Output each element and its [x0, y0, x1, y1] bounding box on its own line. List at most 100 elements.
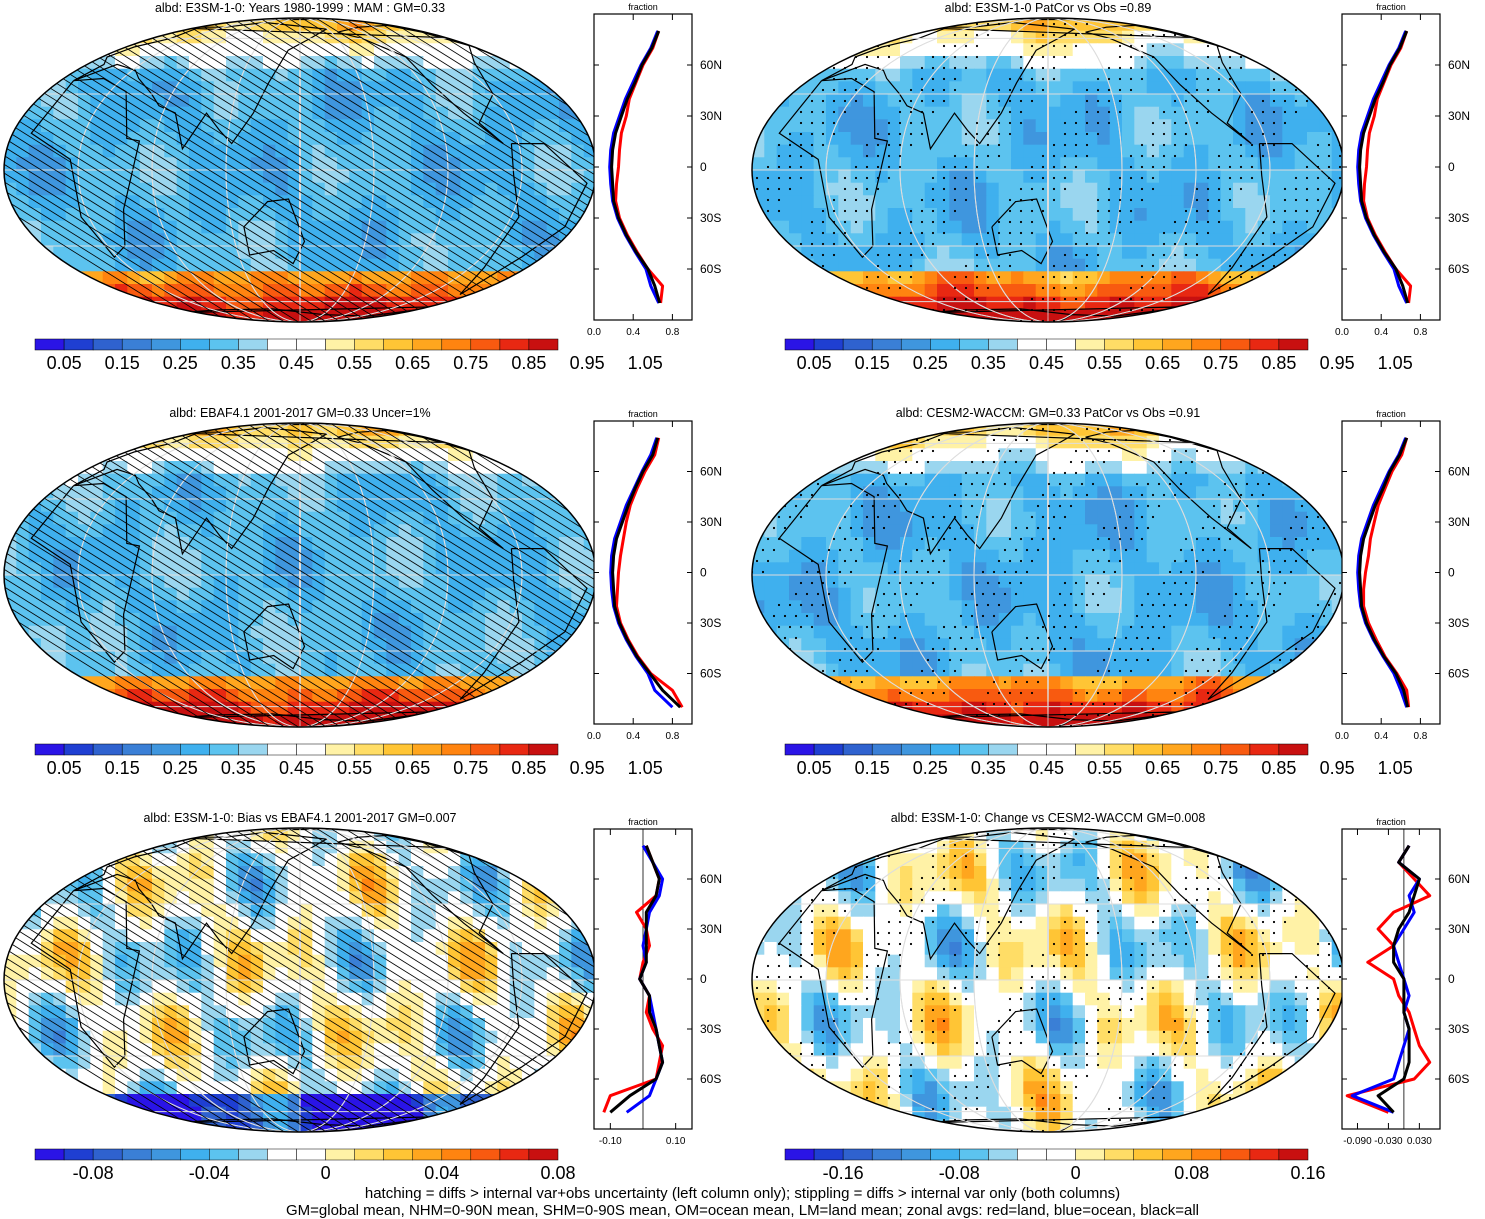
- map-cell: [1159, 221, 1172, 234]
- map-cell: [888, 208, 901, 221]
- stippling: [1119, 232, 1121, 234]
- map-cell: [912, 157, 925, 170]
- stippling: [811, 23, 813, 25]
- map-cell: [986, 183, 999, 196]
- colorbar-label: 0.15: [855, 353, 890, 373]
- colorbar-swatch: [384, 339, 413, 350]
- map-cell: [497, 702, 510, 715]
- stippling: [954, 166, 956, 168]
- map-cell: [863, 183, 876, 196]
- stippling: [1141, 23, 1143, 25]
- map-cell: [1196, 423, 1209, 436]
- stippling: [1075, 265, 1077, 267]
- stippling: [1273, 243, 1275, 245]
- map-cell: [1270, 195, 1283, 208]
- stippling: [943, 67, 945, 69]
- map-cell: [900, 170, 913, 183]
- map-cell: [1171, 81, 1184, 94]
- stippling: [877, 320, 879, 322]
- map-cell: [559, 69, 572, 82]
- stippling: [910, 100, 912, 102]
- map-cell: [1011, 259, 1024, 272]
- stippling: [789, 166, 791, 168]
- map-cell: [189, 537, 202, 550]
- stippling: [877, 287, 879, 289]
- map-cell: [485, 664, 498, 677]
- map-cell: [1073, 183, 1086, 196]
- map-cell: [1221, 18, 1234, 31]
- stippling: [943, 78, 945, 80]
- map-cell: [571, 56, 584, 69]
- map-cell: [1097, 43, 1110, 56]
- map-cell: [900, 56, 913, 69]
- stippling: [1042, 287, 1044, 289]
- map-cell: [300, 145, 313, 158]
- map-cell: [974, 81, 987, 94]
- map-cell: [962, 132, 975, 145]
- map-cell: [127, 702, 140, 715]
- map-cell: [1060, 69, 1073, 82]
- stippling: [1229, 45, 1231, 47]
- map-cell: [764, 31, 777, 44]
- stippling: [1163, 133, 1165, 135]
- map-cell: [1270, 309, 1283, 322]
- map-cell: [814, 233, 827, 246]
- map-cell: [1233, 31, 1246, 44]
- map-cell: [888, 474, 901, 487]
- map-cell: [374, 562, 387, 575]
- map-cell: [66, 676, 79, 689]
- stippling: [1174, 144, 1176, 146]
- map-cell: [399, 499, 412, 512]
- map-cell: [411, 714, 424, 727]
- map-cell: [1110, 233, 1123, 246]
- map-cell: [16, 81, 29, 94]
- map-cell: [547, 702, 560, 715]
- map-cell: [789, 157, 802, 170]
- stippling: [1207, 210, 1209, 212]
- stippling: [855, 188, 857, 190]
- stippling: [1273, 144, 1275, 146]
- map-cell: [1097, 170, 1110, 183]
- stippling: [1328, 276, 1330, 278]
- stippling: [899, 144, 901, 146]
- map-cell: [448, 18, 461, 31]
- map-cell: [1011, 233, 1024, 246]
- map-cell: [949, 195, 962, 208]
- stippling: [1141, 320, 1143, 322]
- stippling: [932, 89, 934, 91]
- map-cell: [1159, 43, 1172, 56]
- map-cell: [752, 259, 765, 272]
- stippling: [932, 67, 934, 69]
- stippling: [877, 188, 879, 190]
- map-cell: [1073, 107, 1086, 120]
- stippling: [1020, 232, 1022, 234]
- map-cell: [1196, 69, 1209, 82]
- stippling: [778, 23, 780, 25]
- stippling: [1339, 133, 1341, 135]
- map-cell: [152, 233, 165, 246]
- stippling: [1152, 188, 1154, 190]
- zonal-lat-label: 60S: [1448, 262, 1469, 276]
- map-cell: [547, 259, 560, 272]
- stippling: [1328, 166, 1330, 168]
- map-cell: [900, 246, 913, 259]
- map-cell: [571, 309, 584, 322]
- map-cell: [1233, 18, 1246, 31]
- stippling: [1218, 287, 1220, 289]
- stippling: [888, 177, 890, 179]
- map-cell: [325, 486, 338, 499]
- stippling: [1240, 56, 1242, 58]
- map-cell: [53, 436, 66, 449]
- map-cell: [1233, 309, 1246, 322]
- map-cell: [29, 524, 42, 537]
- map-cell: [510, 702, 523, 715]
- stippling: [1273, 111, 1275, 113]
- map-cell: [534, 461, 547, 474]
- stippling: [1130, 287, 1132, 289]
- map-cell: [1258, 423, 1271, 436]
- stippling: [1185, 144, 1187, 146]
- map-cell: [4, 18, 17, 31]
- map-cell: [1233, 195, 1246, 208]
- stippling: [1130, 298, 1132, 300]
- stippling: [1075, 232, 1077, 234]
